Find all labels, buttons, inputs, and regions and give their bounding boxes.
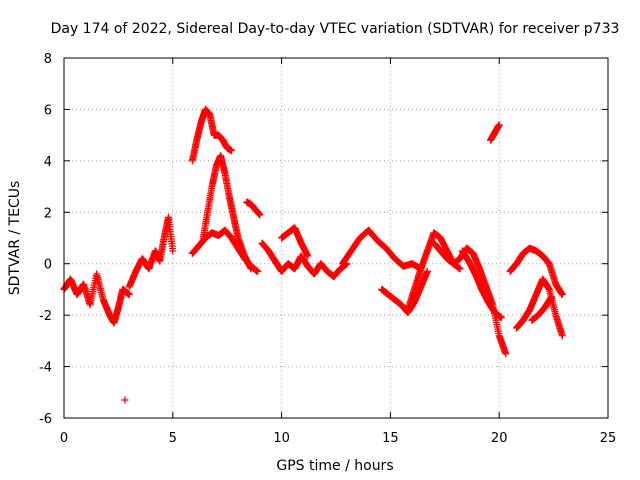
data-point [228,147,236,155]
y-tick-label: -4 [39,361,52,376]
y-tick-label: 8 [44,52,52,67]
data-point [456,265,464,273]
x-tick-label: 20 [491,431,508,446]
x-axis-label: GPS time / hours [276,458,393,474]
data-point [495,121,503,129]
axis-ticks: 0 5 10 15 20 25 -6 -4 -2 0 2 4 6 8 [39,52,616,446]
x-tick-label: 0 [60,431,68,446]
data-point [254,267,262,275]
data-point [125,291,133,299]
data-point [558,332,566,340]
x-tick-label: 5 [169,431,177,446]
y-tick-label: 0 [44,258,52,273]
x-tick-label: 15 [382,431,399,446]
data-point [497,314,505,322]
x-tick-label: 25 [600,431,617,446]
plot-frame [63,57,609,419]
data-point [558,291,566,299]
y-tick-label: 6 [44,103,52,118]
data-point [256,211,264,219]
data-point [502,350,510,358]
chart-title: Day 174 of 2022, Sidereal Day-to-day VTE… [51,21,620,37]
x-tick-label: 10 [273,431,290,446]
data-points [60,105,566,404]
grid-lines [64,58,608,418]
data-point [169,247,177,255]
y-tick-label: 2 [44,206,52,221]
data-point [304,252,312,260]
data-point [121,396,129,404]
data-point [423,267,431,275]
y-tick-label: -2 [39,309,52,324]
y-tick-label: -6 [39,412,52,427]
data-point [547,293,555,301]
y-axis-label: SDTVAR / TECUs [7,181,23,296]
y-tick-label: 4 [44,155,52,170]
